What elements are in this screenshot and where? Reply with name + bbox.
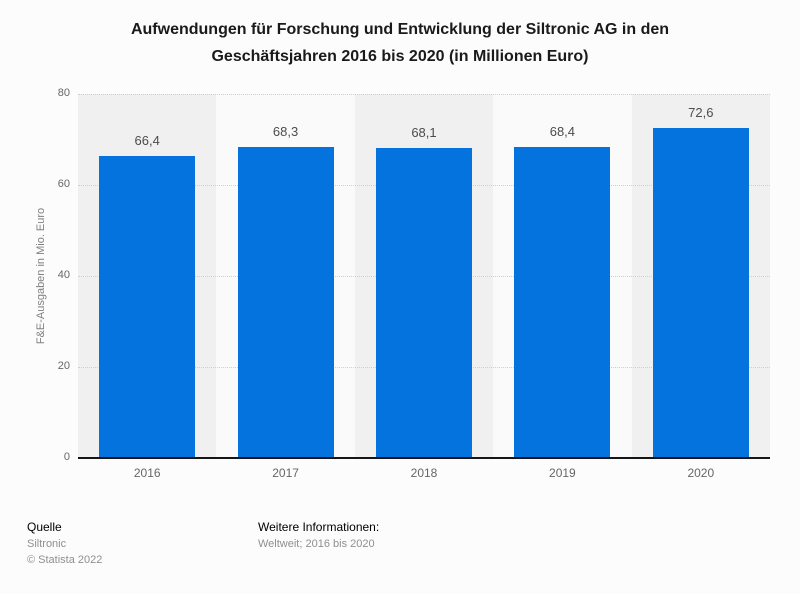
bar-2019 (514, 147, 611, 458)
bar-2018 (376, 148, 472, 458)
y-tick-label: 20 (57, 360, 70, 372)
value-label: 66,4 (134, 133, 160, 148)
value-label: 68,1 (411, 125, 437, 140)
footer-info-block: Weitere Informationen: Weltweit; 2016 bi… (258, 520, 379, 553)
y-tick-label: 40 (57, 269, 70, 281)
bar-2020 (652, 128, 749, 458)
bar-2017 (237, 147, 334, 458)
statista-copyright: © Statista 2022 (27, 554, 103, 566)
value-label: 72,6 (688, 105, 714, 120)
info-text: Weltweit; 2016 bis 2020 (258, 538, 375, 550)
x-tick-label: 2018 (410, 466, 438, 480)
value-label: 68,4 (549, 124, 576, 139)
plot-area: 66,4 68,3 68,1 68,4 72,6 (78, 94, 770, 459)
source-label: Quelle (27, 520, 62, 534)
gridline (78, 94, 770, 95)
x-tick-label: 2019 (549, 466, 576, 480)
y-tick-label: 0 (63, 451, 70, 463)
value-label: 68,3 (272, 124, 299, 139)
bar-2016 (99, 156, 196, 458)
y-tick-label: 80 (57, 87, 70, 99)
y-tick-label: 60 (57, 178, 70, 190)
x-axis-line (78, 457, 770, 459)
x-tick-label: 2016 (133, 466, 161, 480)
x-tick-label: 2020 (687, 466, 715, 480)
info-label: Weitere Informationen: (258, 520, 380, 534)
source-name: Siltronic (27, 538, 67, 550)
footer-source-block: Quelle Siltronic © Statista 2022 (27, 520, 102, 569)
chart-title: Aufwendungen für Forschung und Entwicklu… (130, 21, 670, 65)
x-tick-label: 2017 (272, 466, 299, 480)
